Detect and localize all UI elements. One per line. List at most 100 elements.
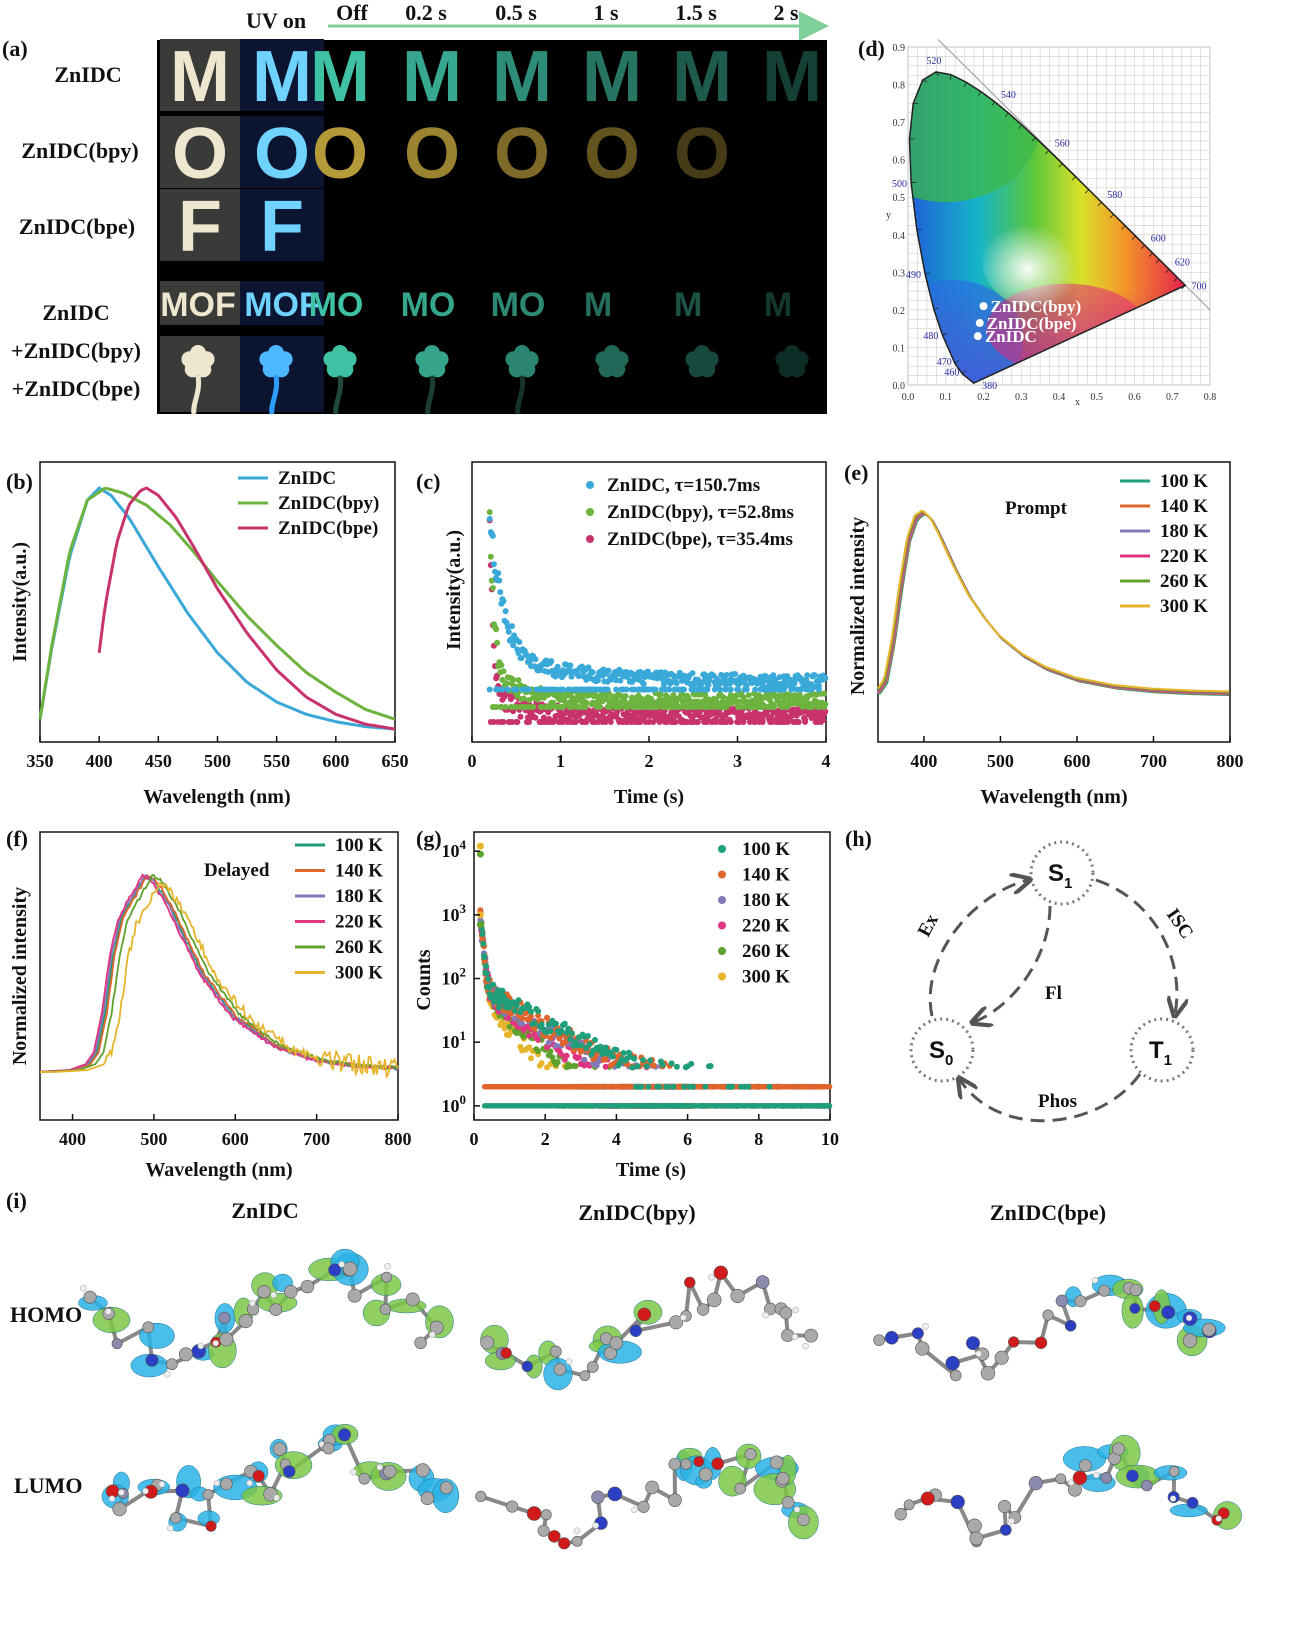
x-tick-label: 350: [27, 751, 54, 771]
atom: [111, 1338, 123, 1350]
data-point: [811, 672, 818, 679]
hydrogen-atom: [118, 1489, 125, 1496]
legend-marker: [718, 972, 726, 981]
data-point: [494, 639, 501, 646]
data-point: [567, 662, 574, 669]
atom: [220, 1477, 233, 1491]
legend-label: 180 K: [1160, 521, 1208, 542]
column-title-znidc-bpe: ZnIDC(bpe): [990, 1200, 1106, 1225]
legend-marker: [718, 947, 726, 955]
cie-x-tick: 0.3: [1015, 392, 1028, 403]
data-point: [646, 719, 652, 725]
atom: [911, 1327, 924, 1340]
data-point: [609, 1053, 616, 1060]
data-point: [516, 639, 523, 645]
data-point: [498, 704, 505, 710]
atom: [1129, 1303, 1141, 1314]
atom: [166, 1358, 178, 1371]
legend-marker: [586, 508, 594, 516]
data-point: [769, 719, 776, 725]
data-point: [490, 719, 497, 725]
atom: [219, 1332, 234, 1347]
data-point: [486, 509, 493, 516]
data-point: [729, 1083, 736, 1090]
locus-tick: [963, 82, 967, 87]
hydrogen-atom: [1091, 1277, 1099, 1284]
data-point: [532, 656, 539, 663]
x-tick-label: 600: [322, 751, 349, 771]
hydrogen-atom: [105, 1308, 112, 1315]
flower-stem: [333, 375, 344, 415]
data-point: [568, 1030, 575, 1037]
x-axis-label: Wavelength (nm): [980, 786, 1127, 808]
row-label: ZnIDC(bpe): [19, 214, 135, 239]
data-point: [515, 677, 522, 684]
photo-daylight-letter: F: [178, 187, 222, 267]
hydrogen-atom: [428, 1331, 436, 1338]
wavelength-label: 480: [923, 331, 938, 342]
data-point: [745, 692, 752, 699]
data-point: [515, 650, 522, 656]
atom: [170, 1512, 182, 1524]
phos-label: Phos: [1038, 1091, 1077, 1112]
data-point: [809, 704, 816, 710]
data-point: [666, 686, 673, 693]
data-point: [520, 1033, 527, 1040]
data-point: [759, 719, 766, 725]
legend-label: 260 K: [1160, 571, 1208, 592]
data-point: [493, 626, 500, 633]
homo-znidc: [78, 1248, 454, 1378]
legend-label: 100 K: [335, 835, 383, 856]
legend-label: ZnIDC, τ=150.7ms: [607, 475, 760, 496]
data-point: [499, 676, 506, 683]
atom: [730, 1288, 745, 1304]
data-point: [535, 1008, 542, 1015]
data-point: [692, 691, 699, 698]
atom: [945, 1356, 960, 1371]
data-point: [526, 686, 532, 693]
legend-label: 100 K: [742, 839, 790, 860]
data-point: [727, 719, 734, 725]
photo-afterglow-letter: O: [584, 114, 640, 194]
hydrogen-atom: [163, 1371, 171, 1378]
hydrogen-atom: [212, 1339, 219, 1347]
data-point: [595, 677, 601, 684]
cie-y-tick: 0.9: [893, 43, 906, 54]
hydrogen-atom: [213, 1479, 221, 1487]
x-tick-label: 600: [1063, 751, 1090, 771]
ex-label: Ex: [914, 910, 943, 940]
cie-point: [973, 332, 982, 341]
photo-daylight-letter: O: [172, 114, 228, 194]
photo-uv-bg: [240, 281, 324, 325]
data-point: [665, 1083, 671, 1090]
data-point: [673, 1063, 680, 1070]
lumo-znidc: [101, 1423, 460, 1532]
t1-state-label: T1: [1149, 1037, 1172, 1069]
panel-a-label: (a): [2, 36, 28, 61]
atom: [283, 1465, 296, 1478]
legend-label: ZnIDC(bpy), τ=52.8ms: [607, 502, 794, 523]
legend-marker: [586, 535, 594, 543]
photo-uv-word: MOF: [244, 286, 320, 324]
data-point: [762, 673, 769, 680]
locus-tick: [1165, 268, 1170, 274]
data-point: [703, 672, 710, 679]
row-label: +ZnIDC(bpy): [11, 338, 141, 363]
data-point: [704, 686, 711, 693]
hydrogen-atom: [792, 1306, 799, 1314]
data-point: [509, 623, 515, 630]
legend-label: 260 K: [742, 941, 790, 962]
data-point: [821, 690, 828, 697]
photo-afterglow-letter: M: [310, 37, 370, 117]
data-point: [552, 1042, 559, 1049]
locus-tick: [933, 307, 939, 311]
data-point: [536, 694, 543, 701]
y-tick-label: 104: [442, 837, 467, 861]
hydrogen-atom: [273, 1494, 280, 1502]
data-point: [515, 997, 522, 1004]
data-point: [513, 704, 520, 710]
isc-label: ISC: [1162, 905, 1197, 943]
data-point: [783, 683, 789, 689]
